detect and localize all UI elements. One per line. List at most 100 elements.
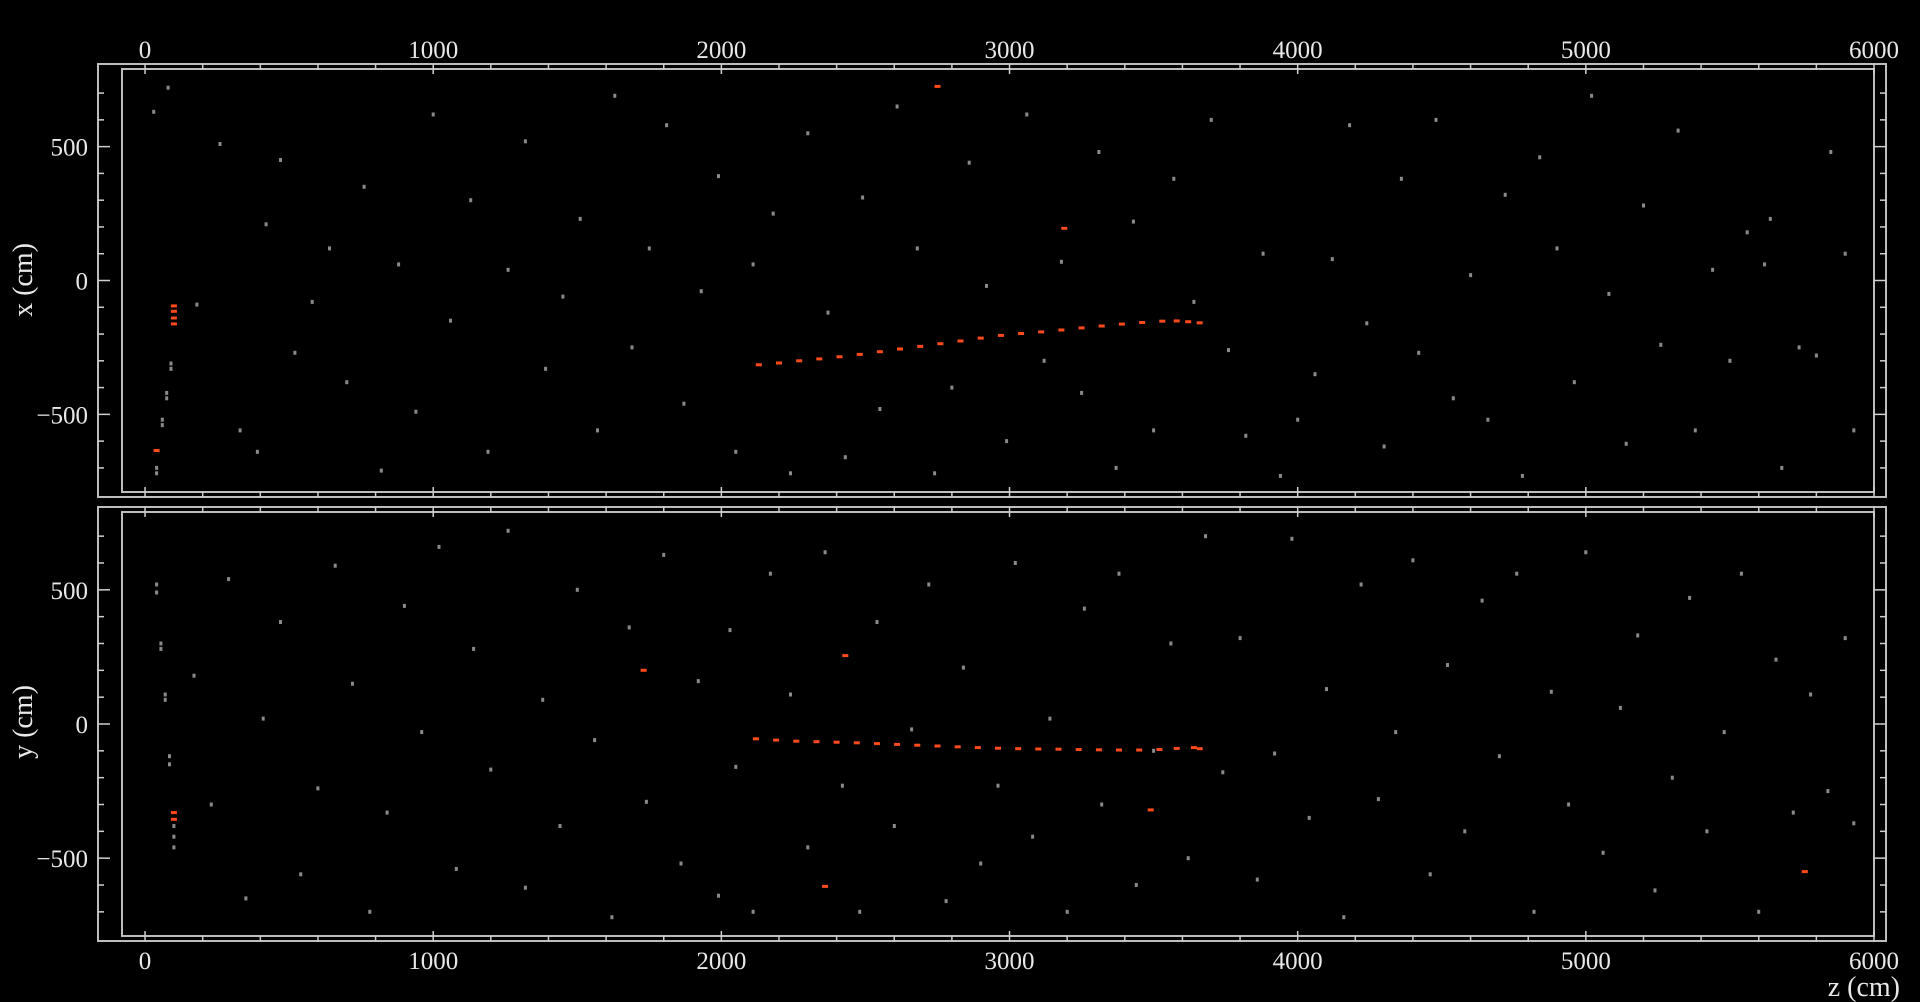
x-tick-label: 4000 bbox=[1273, 37, 1323, 64]
xz-noise-hit bbox=[1659, 342, 1663, 347]
yz-noise-hit bbox=[1601, 850, 1605, 855]
xz-noise-hit bbox=[1042, 358, 1046, 363]
xz-noise-hit bbox=[1192, 299, 1196, 304]
yz-track-hit bbox=[894, 742, 901, 746]
xz-track-hit bbox=[153, 449, 160, 452]
xz-track-hit bbox=[1078, 326, 1085, 330]
xz-noise-hit bbox=[1469, 273, 1473, 278]
yz-noise-hit bbox=[892, 824, 896, 828]
yz-noise-hit bbox=[662, 552, 666, 557]
xz-noise-hit bbox=[1131, 219, 1135, 224]
xz-noise-hit bbox=[1227, 348, 1230, 353]
yz-noise-hit bbox=[261, 716, 265, 721]
yz-noise-hit bbox=[1221, 770, 1225, 775]
xz-noise-hit bbox=[414, 409, 418, 414]
xz-noise-hit bbox=[1399, 176, 1403, 181]
yz-noise-hit bbox=[172, 834, 176, 839]
xz-noise-hit bbox=[613, 93, 617, 98]
xz-noise-hit bbox=[751, 262, 755, 267]
yz-noise-hit bbox=[734, 764, 738, 769]
xz-track-hit bbox=[1118, 322, 1125, 326]
yz-track-hit bbox=[1147, 808, 1154, 812]
xz-noise-hit bbox=[985, 283, 988, 288]
xz-track-hit bbox=[170, 316, 177, 320]
xz-noise-hit bbox=[165, 396, 169, 401]
xz-noise-hit bbox=[933, 471, 937, 476]
y-tick-label: −500 bbox=[36, 846, 88, 873]
xz-noise-hit bbox=[1365, 321, 1369, 326]
yz-noise-hit bbox=[437, 544, 441, 549]
xz-noise-hit bbox=[1745, 230, 1749, 235]
y-tick-label: 500 bbox=[51, 135, 89, 162]
yz-track-hit bbox=[1015, 747, 1022, 751]
xz-track-hit bbox=[816, 357, 823, 361]
xz-noise-hit bbox=[431, 112, 435, 117]
yz-noise-hit bbox=[1238, 636, 1242, 641]
yz-noise-hit bbox=[575, 587, 579, 592]
xz-noise-hit bbox=[630, 345, 634, 350]
xz-noise-hit bbox=[362, 184, 366, 189]
x-tick-label: 3000 bbox=[985, 948, 1035, 975]
xz-noise-hit bbox=[293, 350, 297, 355]
yz-track-hit bbox=[813, 740, 820, 744]
xz-noise-hit bbox=[155, 471, 159, 476]
yz-noise-hit bbox=[279, 620, 282, 624]
yz-noise-hit bbox=[163, 697, 167, 702]
xz-noise-hit bbox=[950, 385, 954, 390]
x-tick-label: 2000 bbox=[696, 37, 746, 64]
xz-noise-hit bbox=[279, 158, 282, 162]
xz-track-hit bbox=[836, 355, 843, 359]
yz-noise-hit bbox=[1843, 636, 1847, 641]
xz-noise-hit bbox=[165, 390, 169, 395]
xz-noise-hit bbox=[1451, 396, 1455, 401]
yz-noise-hit bbox=[806, 845, 810, 850]
xz-track-hit bbox=[856, 352, 863, 356]
xz-noise-hit bbox=[1763, 262, 1766, 267]
xz-noise-hit bbox=[1114, 465, 1118, 470]
xz-noise-hit bbox=[155, 465, 159, 470]
xz-track-hit bbox=[1196, 321, 1203, 325]
yz-noise-hit bbox=[858, 909, 862, 914]
yz-noise-hit bbox=[1688, 595, 1692, 600]
xz-noise-hit bbox=[1503, 192, 1507, 197]
yz-track-hit bbox=[995, 746, 1001, 750]
yz-noise-hit bbox=[172, 845, 176, 850]
xz-noise-hit bbox=[169, 361, 173, 366]
yz-view-x-ticks: 0 1000 2000 3000 4000 5000 6000 bbox=[139, 507, 1899, 975]
xz-view-y-ticks: 500 0 −500 bbox=[36, 92, 1886, 469]
xz-noise-hit bbox=[861, 195, 865, 200]
yz-track-hit bbox=[1116, 748, 1122, 752]
xz-noise-hit bbox=[1434, 117, 1438, 122]
y-tick-label: −500 bbox=[36, 402, 88, 429]
yz-noise-hit bbox=[163, 692, 167, 697]
x-tick-label: 4000 bbox=[1273, 948, 1323, 975]
xz-noise-hit bbox=[915, 246, 919, 251]
xz-noise-hit bbox=[699, 289, 703, 294]
yz-noise-hit bbox=[1722, 730, 1726, 735]
yz-noise-hit bbox=[209, 802, 213, 807]
yz-noise-hit bbox=[1549, 689, 1553, 694]
yz-noise-hit bbox=[1325, 687, 1328, 692]
xz-noise-hit bbox=[397, 262, 401, 267]
xz-track-hit bbox=[755, 363, 762, 367]
xz-noise-hit bbox=[1097, 150, 1101, 154]
yz-noise-hit bbox=[1065, 909, 1069, 914]
xz-noise-hit bbox=[578, 216, 582, 221]
yz-noise-hit bbox=[172, 824, 176, 828]
yz-noise-hit bbox=[1584, 550, 1588, 555]
xz-noise-hit bbox=[1728, 358, 1732, 363]
xz-noise-hit bbox=[561, 294, 565, 299]
yz-noise-hit bbox=[420, 730, 424, 735]
xz-track-hit bbox=[897, 347, 903, 351]
xz-noise-hit bbox=[1768, 216, 1772, 221]
xz-noise-hit bbox=[1590, 93, 1594, 98]
yz-track-hit bbox=[1136, 748, 1143, 752]
xz-track-hit bbox=[1061, 226, 1068, 230]
xz-noise-hit bbox=[449, 318, 452, 323]
xz-noise-hit bbox=[1624, 441, 1628, 446]
xz-noise-hit bbox=[826, 310, 830, 315]
xz-noise-hit bbox=[878, 407, 882, 411]
yz-noise-hit bbox=[996, 783, 1000, 788]
xz-noise-hit bbox=[596, 428, 599, 433]
yz-noise-hit bbox=[823, 550, 827, 555]
